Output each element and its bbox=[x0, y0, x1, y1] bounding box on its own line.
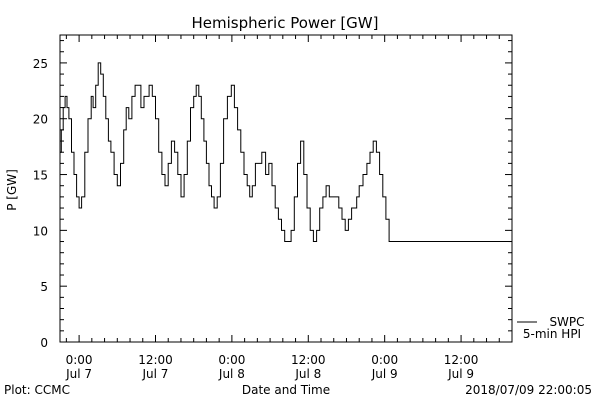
legend-entry-swpc: SWPC bbox=[549, 315, 584, 329]
x-tick-time-label: 12:00 bbox=[444, 353, 479, 367]
series-layer bbox=[60, 62, 512, 242]
plot-timestamp: 2018/07/09 22:00:05 bbox=[465, 383, 592, 397]
x-axis-label: Date and Time bbox=[242, 383, 330, 397]
x-tick-date-label: Jul 8 bbox=[294, 367, 321, 381]
y-tick-label: 0 bbox=[40, 336, 48, 350]
x-tick-date-label: Jul 8 bbox=[218, 367, 245, 381]
x-tick-date-label: Jul 7 bbox=[142, 367, 169, 381]
y-tick-label: 20 bbox=[33, 113, 48, 127]
y-axis-label: P [GW] bbox=[5, 169, 19, 211]
plot-source: Plot: CCMC bbox=[4, 383, 70, 397]
x-tick-time-label: 12:00 bbox=[138, 353, 173, 367]
y-tick-label: 25 bbox=[33, 57, 48, 71]
x-tick-time-label: 12:00 bbox=[291, 353, 326, 367]
y-tick-label: 15 bbox=[33, 169, 48, 183]
x-tick-date-label: Jul 9 bbox=[371, 367, 398, 381]
x-tick-time-label: 0:00 bbox=[218, 353, 245, 367]
y-tick-label: 5 bbox=[40, 280, 48, 294]
legend: SWPC 5-min HPI bbox=[517, 315, 585, 341]
chart-title: Hemispheric Power [GW] bbox=[192, 14, 379, 32]
x-tick-time-label: 0:00 bbox=[66, 353, 93, 367]
plot-frame bbox=[59, 34, 513, 343]
y-axis: 0 5 10 15 20 25 bbox=[33, 40, 512, 350]
legend-entry-5min-hpi: 5-min HPI bbox=[523, 327, 581, 341]
x-tick-date-label: Jul 7 bbox=[65, 367, 92, 381]
y-tick-label: 10 bbox=[33, 224, 48, 238]
series-line-swpc bbox=[60, 62, 512, 242]
x-tick-time-label: 0:00 bbox=[371, 353, 398, 367]
x-tick-date-label: Jul 9 bbox=[447, 367, 474, 381]
